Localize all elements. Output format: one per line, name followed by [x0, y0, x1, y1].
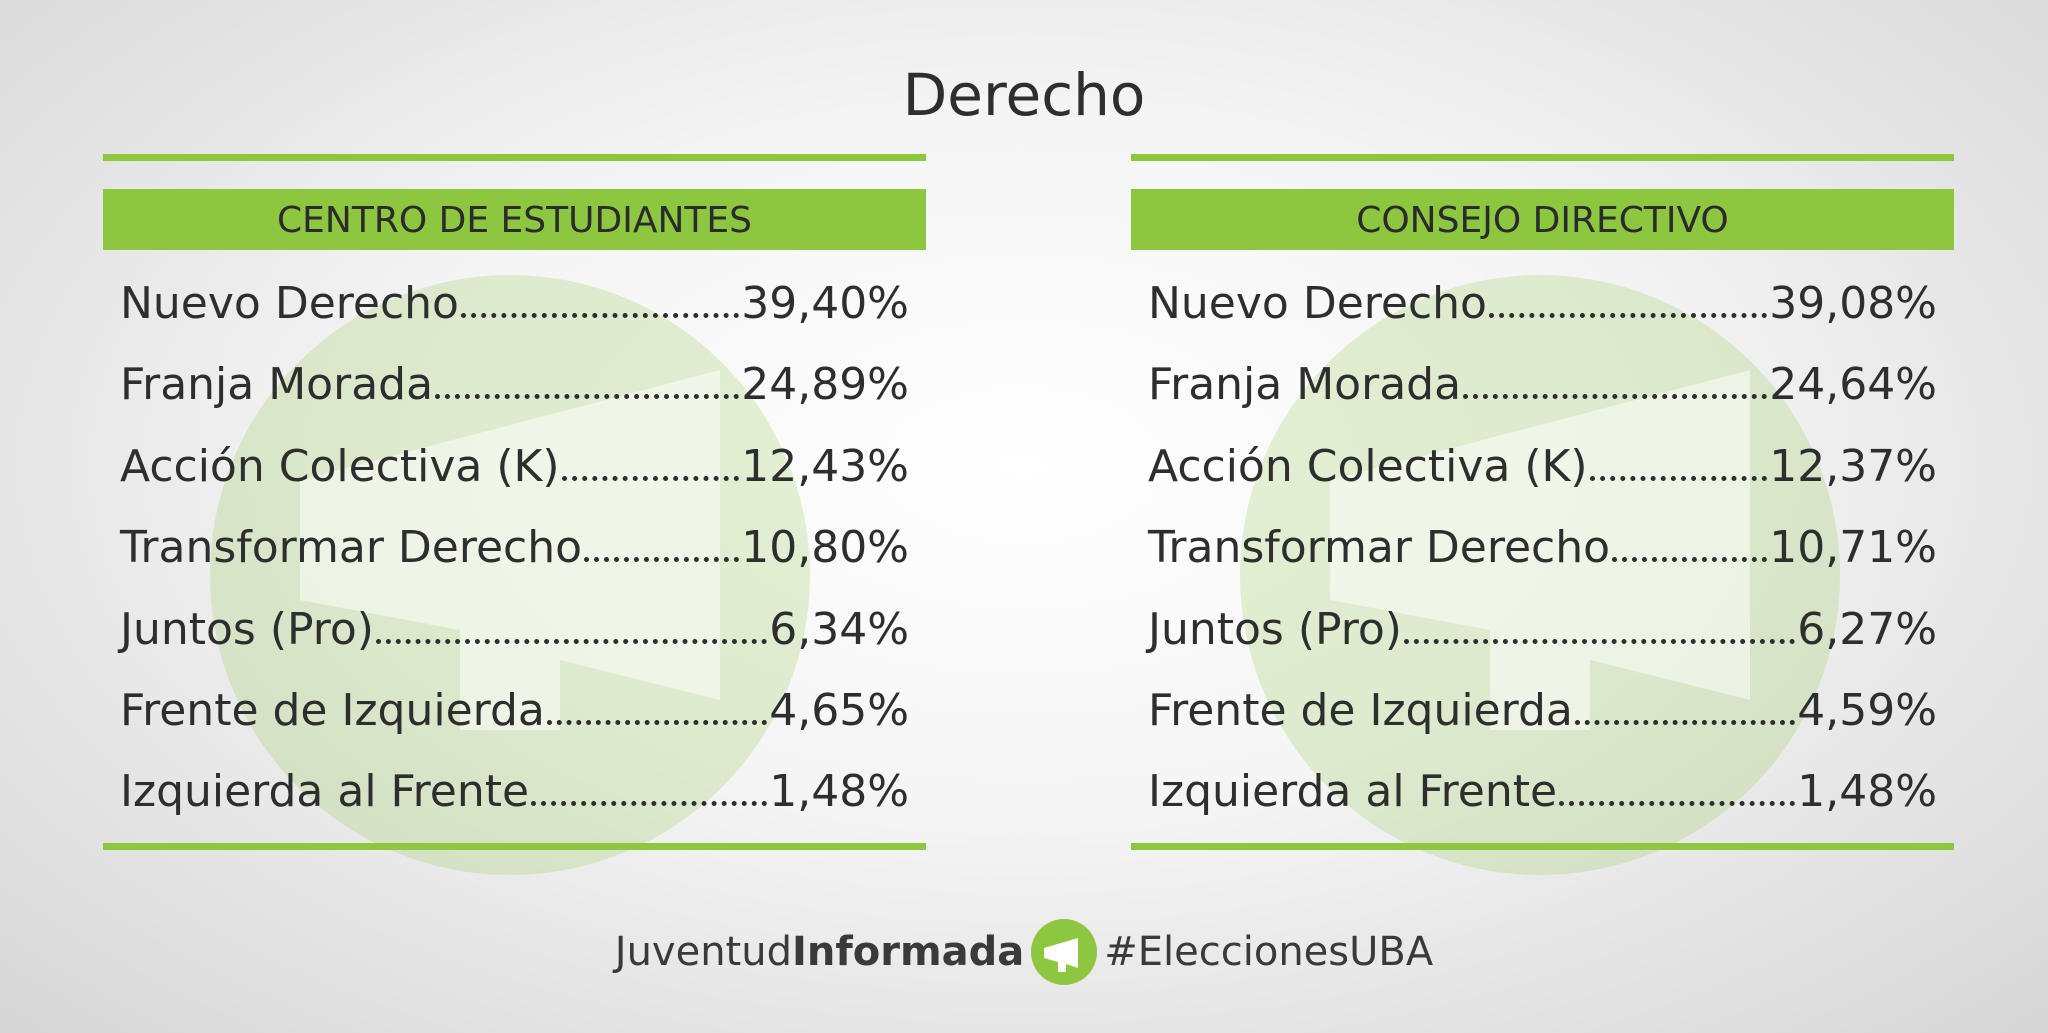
percentage: 10,71% [1769, 522, 1937, 574]
party-name: Transformar Derecho [1148, 522, 1611, 574]
party-name: Izquierda al Frente [1148, 766, 1558, 818]
result-row: Acción Colectiva (K) 12,43% [120, 426, 909, 507]
result-row: Franja Morada 24,64% [1148, 344, 1937, 425]
dot-leader [531, 801, 768, 807]
party-name: Izquierda al Frente [120, 766, 530, 818]
rows: Nuevo Derecho 39,08% Franja Morada 24,64% Ac… [1131, 263, 1954, 833]
rule [1131, 842, 1954, 850]
dot-leader [1463, 394, 1768, 400]
result-row: Franja Morada 24,89% [120, 344, 909, 425]
result-row: Transformar Derecho 10,80% [120, 507, 909, 588]
panel: CENTRO DE ESTUDIANTES Nuevo Derecho 39,40%… [103, 154, 926, 850]
rule [103, 842, 926, 850]
rule [1131, 154, 1954, 161]
result-row: Izquierda al Frente 1,48% [1148, 751, 1937, 832]
percentage: 12,43% [741, 440, 909, 492]
rows: Nuevo Derecho 39,40% Franja Morada 24,89% Ac… [103, 263, 926, 833]
dot-leader [546, 719, 768, 725]
dot-leader [435, 394, 740, 400]
party-name: Franja Morada [120, 359, 434, 411]
percentage: 39,40% [741, 278, 909, 329]
party-name: Juntos (Pro) [120, 603, 374, 655]
party-name: Nuevo Derecho [120, 278, 459, 329]
percentage: 6,27% [1797, 603, 1937, 655]
dot-leader [584, 557, 740, 563]
percentage: 4,65% [769, 684, 909, 736]
result-row: Frente de Izquierda 4,65% [120, 670, 909, 751]
result-row: Acción Colectiva (K) 12,37% [1148, 426, 1937, 507]
dot-leader [1589, 475, 1768, 481]
dot-leader [561, 475, 740, 481]
result-row: Transformar Derecho 10,71% [1148, 507, 1937, 588]
footer: Juventud Informada #EleccionesUBA [0, 918, 2048, 986]
brand-bold: Informada [791, 929, 1025, 975]
percentage: 1,48% [1797, 766, 1937, 818]
dot-leader [1559, 801, 1796, 807]
percentage: 12,37% [1769, 440, 1937, 492]
result-row: Nuevo Derecho 39,08% [1148, 263, 1937, 344]
result-row: Juntos (Pro) 6,27% [1148, 589, 1937, 670]
party-name: Acción Colectiva (K) [120, 440, 560, 492]
result-row: Nuevo Derecho 39,40% [120, 263, 909, 344]
party-name: Frente de Izquierda [120, 684, 545, 736]
percentage: 24,89% [741, 359, 909, 411]
dot-leader [1403, 638, 1796, 644]
logo [1031, 919, 1098, 985]
percentage: 24,64% [1769, 359, 1937, 411]
title: Derecho [902, 61, 1146, 129]
dot-leader [1488, 313, 1768, 318]
brand-light: Juventud [614, 929, 792, 975]
dot-leader [375, 638, 768, 644]
party-name: Frente de Izquierda [1148, 684, 1573, 736]
result-row: Juntos (Pro) 6,34% [120, 589, 909, 670]
dot-leader [460, 313, 740, 318]
result-row: Frente de Izquierda 4,59% [1148, 670, 1937, 751]
party-name: Franja Morada [1148, 359, 1462, 411]
party-name: Nuevo Derecho [1148, 278, 1487, 329]
party-name: Acción Colectiva (K) [1148, 440, 1588, 492]
percentage: 4,59% [1797, 684, 1937, 736]
dot-leader [1574, 719, 1796, 725]
rule [103, 154, 926, 161]
party-name: Transformar Derecho [120, 522, 583, 574]
dot-leader [1612, 557, 1768, 563]
percentage: 1,48% [769, 766, 909, 818]
panel-heading: CONSEJO DIRECTIVO [1131, 189, 1954, 250]
panel: CONSEJO DIRECTIVO Nuevo Derecho 39,08% Fran… [1131, 154, 1954, 850]
percentage: 10,80% [741, 522, 909, 574]
result-row: Izquierda al Frente 1,48% [120, 751, 909, 832]
party-name: Juntos (Pro) [1148, 603, 1402, 655]
percentage: 39,08% [1769, 278, 1937, 329]
hashtag: #EleccionesUBA [1104, 929, 1434, 975]
panel-heading: CENTRO DE ESTUDIANTES [103, 189, 926, 250]
percentage: 6,34% [769, 603, 909, 655]
